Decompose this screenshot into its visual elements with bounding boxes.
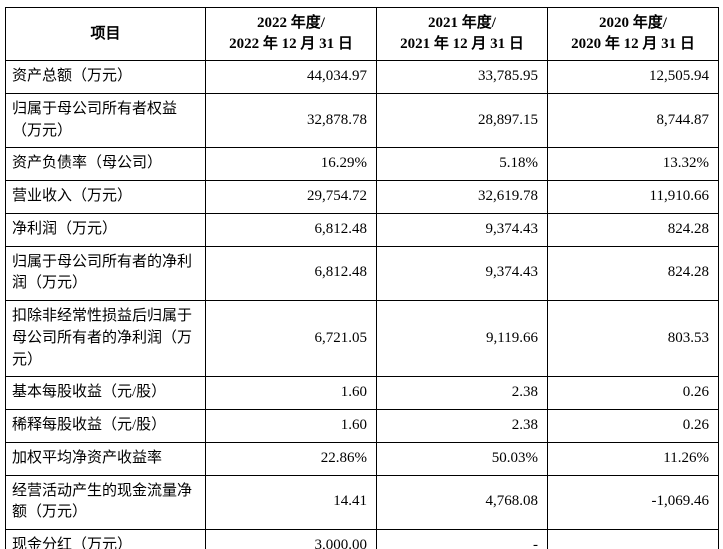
row-label: 加权平均净资产收益率: [5, 441, 206, 476]
table-row: 营业收入（万元） 29,754.72 32,619.78 11,910.66: [5, 180, 719, 214]
row-label: 稀释每股收益（元/股）: [5, 409, 206, 443]
cell-2020: 803.53: [547, 299, 719, 378]
cell-2022: 1.60: [205, 409, 377, 443]
cell-2020: -1,069.46: [547, 474, 719, 530]
cell-2021: 28,897.15: [376, 92, 548, 149]
cell-2021: 33,785.95: [376, 60, 548, 94]
cell-2022: 44,034.97: [205, 60, 377, 94]
cell-2022: 32,878.78: [205, 92, 377, 149]
row-label: 资产总额（万元）: [5, 60, 206, 94]
table-row: 现金分红（万元） 3,000.00 -: [5, 529, 719, 549]
cell-2021: 4,768.08: [376, 474, 548, 530]
cell-2021: -: [376, 529, 548, 549]
cell-2021: 50.03%: [376, 441, 548, 476]
row-label: 归属于母公司所有者权益（万元）: [5, 92, 206, 149]
table-row: 归属于母公司所有者的净利润（万元） 6,812.48 9,374.43 824.…: [5, 245, 719, 301]
table-row: 资产总额（万元） 44,034.97 33,785.95 12,505.94: [5, 60, 719, 94]
cell-2020: 11.26%: [547, 441, 719, 476]
cell-2020: 11,910.66: [547, 180, 719, 214]
cell-2020: 0.26: [547, 409, 719, 443]
financial-summary-table: 项目 2022 年度/ 2022 年 12 月 31 日 2021 年度/ 20…: [5, 7, 719, 549]
cell-2022: 22.86%: [205, 441, 377, 476]
cell-2020: 13.32%: [547, 147, 719, 181]
header-2021-line1: 2021 年度/: [428, 15, 496, 31]
row-label: 经营活动产生的现金流量净额（万元）: [5, 474, 206, 530]
row-label: 归属于母公司所有者的净利润（万元）: [5, 245, 206, 301]
cell-2021: 5.18%: [376, 147, 548, 181]
cell-2022: 29,754.72: [205, 180, 377, 214]
header-2020: 2020 年度/ 2020 年 12 月 31 日: [547, 7, 719, 61]
cell-2021: 9,374.43: [376, 212, 548, 247]
header-row: 项目 2022 年度/ 2022 年 12 月 31 日 2021 年度/ 20…: [5, 7, 719, 61]
table-row: 基本每股收益（元/股） 1.60 2.38 0.26: [5, 376, 719, 410]
cell-2020: 8,744.87: [547, 92, 719, 149]
row-label: 净利润（万元）: [5, 212, 206, 247]
cell-2022: 6,812.48: [205, 245, 377, 301]
header-2022-line1: 2022 年度/: [257, 15, 325, 31]
cell-2020: [547, 529, 719, 549]
cell-2021: 9,374.43: [376, 245, 548, 301]
header-2020-line2: 2020 年 12 月 31 日: [571, 36, 695, 52]
table-row: 净利润（万元） 6,812.48 9,374.43 824.28: [5, 212, 719, 247]
table-row: 资产负债率（母公司） 16.29% 5.18% 13.32%: [5, 147, 719, 181]
table-row: 经营活动产生的现金流量净额（万元） 14.41 4,768.08 -1,069.…: [5, 474, 719, 530]
cell-2021: 32,619.78: [376, 180, 548, 214]
cell-2020: 824.28: [547, 212, 719, 247]
header-2021: 2021 年度/ 2021 年 12 月 31 日: [376, 7, 548, 61]
table-row: 扣除非经常性损益后归属于母公司所有者的净利润（万元） 6,721.05 9,11…: [5, 299, 719, 378]
cell-2022: 3,000.00: [205, 529, 377, 549]
table-row: 归属于母公司所有者权益（万元） 32,878.78 28,897.15 8,74…: [5, 92, 719, 149]
row-label: 扣除非经常性损益后归属于母公司所有者的净利润（万元）: [5, 299, 206, 378]
cell-2020: 12,505.94: [547, 60, 719, 94]
cell-2021: 9,119.66: [376, 299, 548, 378]
row-label: 营业收入（万元）: [5, 180, 206, 214]
table-row: 稀释每股收益（元/股） 1.60 2.38 0.26: [5, 409, 719, 443]
cell-2022: 16.29%: [205, 147, 377, 181]
cell-2022: 6,812.48: [205, 212, 377, 247]
header-2020-line1: 2020 年度/: [599, 15, 667, 31]
cell-2021: 2.38: [376, 409, 548, 443]
cell-2021: 2.38: [376, 376, 548, 410]
row-label: 现金分红（万元）: [5, 529, 206, 549]
cell-2022: 14.41: [205, 474, 377, 530]
header-2022-line2: 2022 年 12 月 31 日: [229, 36, 353, 52]
header-2022: 2022 年度/ 2022 年 12 月 31 日: [205, 7, 377, 61]
table-row: 加权平均净资产收益率 22.86% 50.03% 11.26%: [5, 441, 719, 476]
header-item: 项目: [5, 7, 206, 61]
cell-2020: 0.26: [547, 376, 719, 410]
cell-2020: 824.28: [547, 245, 719, 301]
cell-2022: 6,721.05: [205, 299, 377, 378]
cell-2022: 1.60: [205, 376, 377, 410]
header-2021-line2: 2021 年 12 月 31 日: [400, 36, 524, 52]
row-label: 基本每股收益（元/股）: [5, 376, 206, 410]
row-label: 资产负债率（母公司）: [5, 147, 206, 181]
